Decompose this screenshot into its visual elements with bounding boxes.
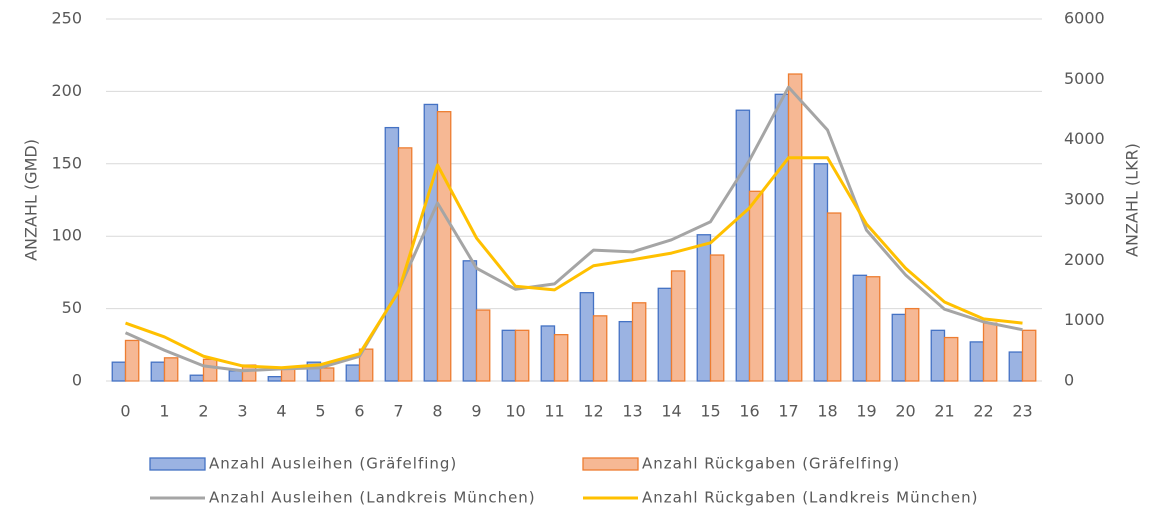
x-tick-label: 7 [393, 402, 403, 421]
bar [748, 190, 764, 382]
bar [553, 334, 569, 382]
y2-tick-label: 3000 [1064, 190, 1105, 209]
bar [670, 270, 686, 382]
x-tick-label: 12 [583, 402, 603, 421]
bar [228, 370, 244, 382]
y-tick-label: 200 [51, 81, 82, 100]
x-tick-label: 14 [661, 402, 681, 421]
bar [826, 212, 842, 382]
x-tick-label: 16 [739, 402, 759, 421]
bar [423, 103, 439, 382]
legend-label: Anzahl Rückgaben (Landkreis München) [642, 489, 978, 507]
legend-label: Anzahl Rückgaben (Gräfelfing) [642, 455, 900, 473]
bar [904, 307, 920, 382]
bar [579, 292, 595, 382]
x-tick-label: 1 [159, 402, 169, 421]
x-tick-label: 19 [856, 402, 876, 421]
bar [436, 111, 452, 382]
legend-label: Anzahl Ausleihen (Landkreis München) [209, 489, 536, 507]
bar [813, 163, 829, 382]
bar [384, 126, 400, 382]
bar [514, 329, 530, 382]
x-tick-label: 13 [622, 402, 642, 421]
bar [891, 313, 907, 382]
y2-tick-label: 4000 [1064, 129, 1105, 148]
bar [358, 348, 374, 382]
legend-swatch [149, 457, 206, 471]
bar [501, 329, 517, 382]
bar [540, 325, 556, 382]
bar [462, 260, 478, 382]
x-tick-label: 17 [778, 402, 798, 421]
x-tick-label: 22 [973, 402, 993, 421]
bar [1021, 329, 1037, 382]
bar [943, 336, 959, 382]
bar [709, 254, 725, 382]
y-tick-label: 150 [51, 153, 82, 172]
bar [163, 357, 179, 382]
x-tick-label: 18 [817, 402, 837, 421]
y-tick-label: 50 [62, 298, 82, 317]
line [124, 85, 1023, 373]
y2-tick-label: 5000 [1064, 69, 1105, 88]
x-tick-label: 20 [895, 402, 915, 421]
bar [111, 361, 127, 382]
x-tick-label: 15 [700, 402, 720, 421]
bar [852, 274, 868, 382]
bar [982, 322, 998, 382]
bar [657, 287, 673, 382]
x-tick-label: 6 [354, 402, 364, 421]
y-tick-label: 0 [72, 371, 82, 390]
y2-tick-label: 1000 [1064, 310, 1105, 329]
y-tick-label: 100 [51, 226, 82, 245]
x-tick-label: 3 [237, 402, 247, 421]
bar [267, 376, 283, 382]
x-tick-label: 2 [198, 402, 208, 421]
y-tick-label: 250 [51, 9, 82, 28]
y2-tick-label: 0 [1064, 371, 1074, 390]
bar [1008, 351, 1024, 382]
bar [592, 315, 608, 382]
bar [319, 367, 335, 382]
x-tick-label: 4 [276, 402, 286, 421]
x-tick-label: 11 [544, 402, 564, 421]
bar [150, 361, 166, 382]
bar [618, 320, 634, 382]
legend-label: Anzahl Ausleihen (Gräfelfing) [209, 455, 457, 473]
y2-tick-label: 6000 [1064, 9, 1105, 28]
bar [774, 93, 790, 382]
bar [202, 358, 218, 382]
bar [631, 302, 647, 382]
bar [969, 341, 985, 382]
x-tick-label: 8 [432, 402, 442, 421]
bar [345, 364, 361, 382]
y2-axis-label: ANZAHL (LKR) [1123, 143, 1142, 257]
bar [124, 339, 140, 382]
bar [735, 109, 751, 382]
bar [865, 276, 881, 382]
y2-tick-label: 2000 [1064, 250, 1105, 269]
line [124, 156, 1023, 370]
x-tick-label: 21 [934, 402, 954, 421]
x-tick-label: 5 [315, 402, 325, 421]
bar [189, 374, 205, 382]
bar [787, 73, 803, 382]
x-tick-label: 0 [120, 402, 130, 421]
bar [930, 329, 946, 382]
legend-swatch [582, 457, 639, 471]
bar [696, 234, 712, 382]
y-axis-label: ANZAHL (GMD) [22, 139, 41, 261]
x-tick-label: 10 [505, 402, 525, 421]
x-tick-label: 9 [471, 402, 481, 421]
x-tick-label: 23 [1012, 402, 1032, 421]
bar [475, 309, 491, 382]
